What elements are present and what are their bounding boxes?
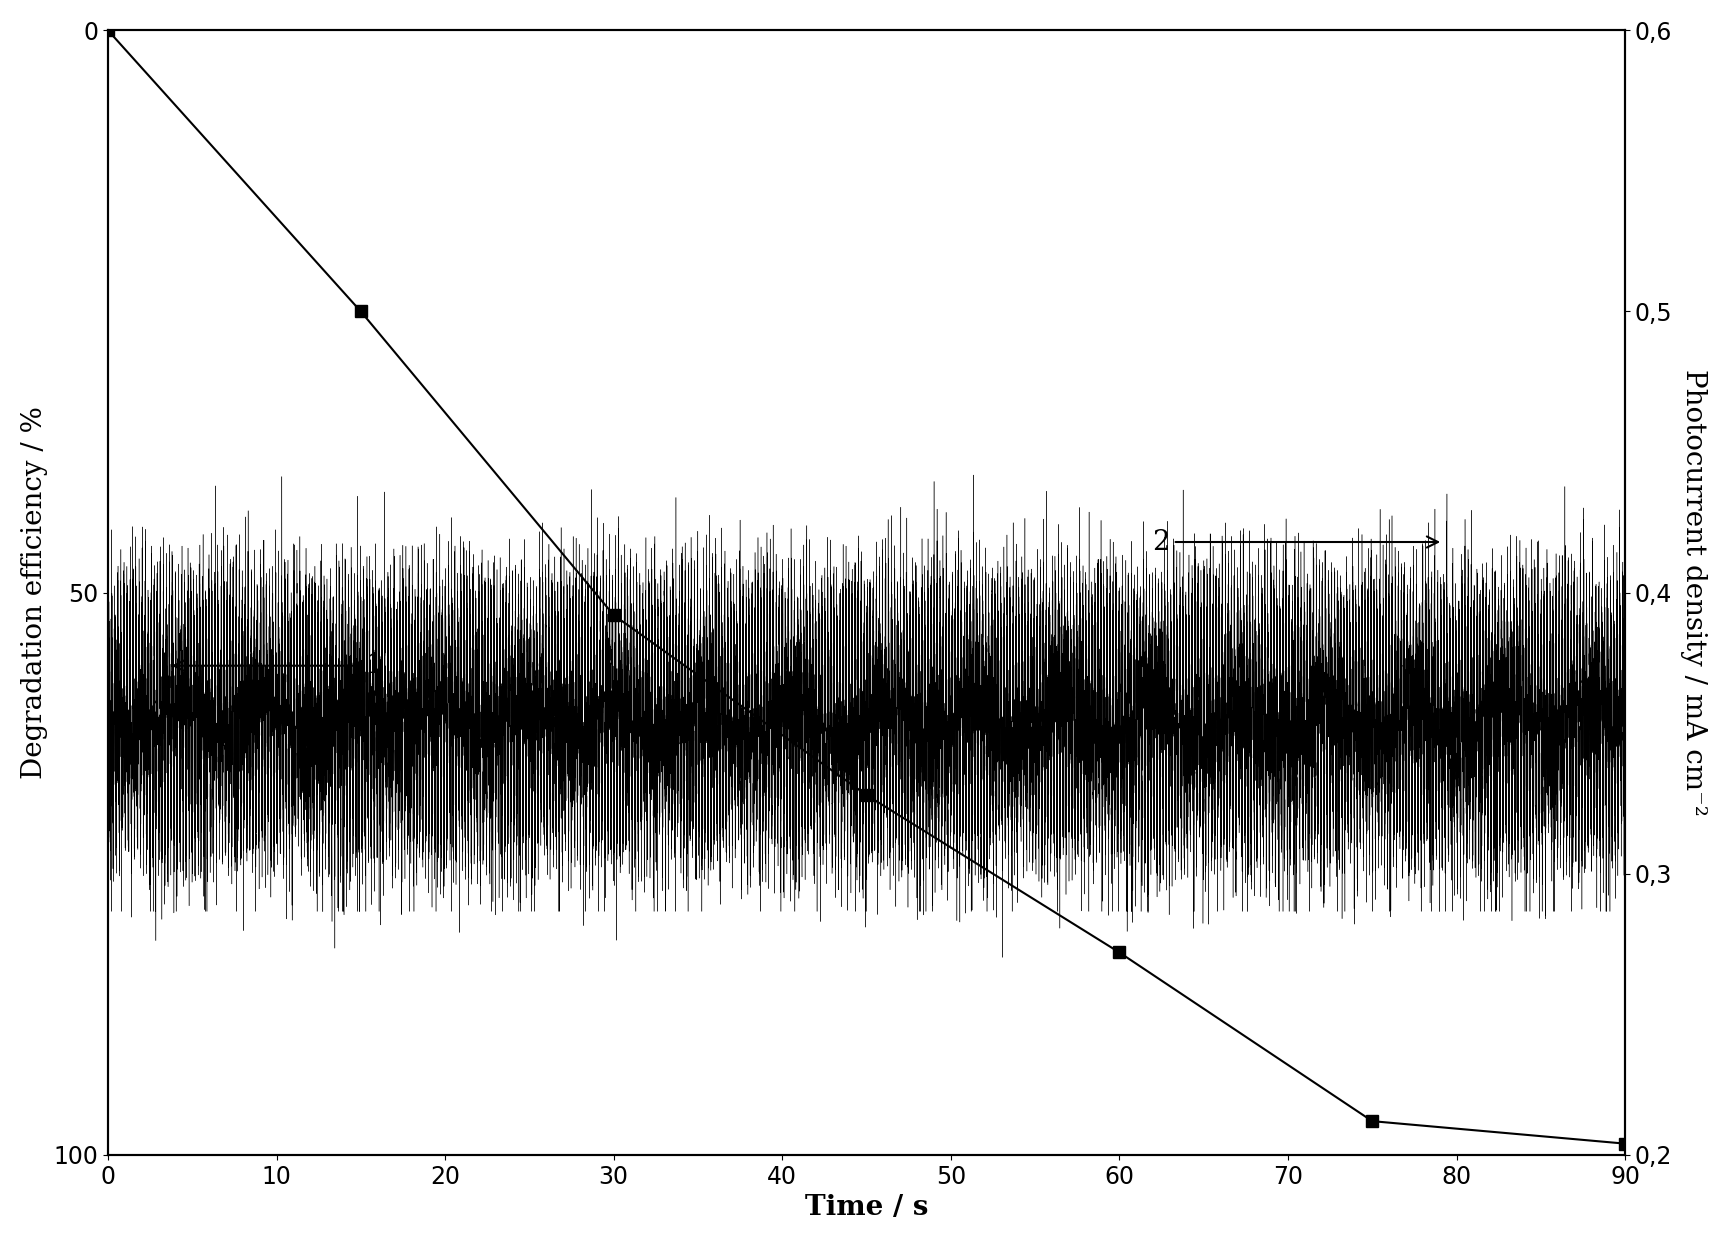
X-axis label: Time / s: Time / s bbox=[805, 1194, 928, 1221]
Y-axis label: Degradation efficiency / %: Degradation efficiency / % bbox=[21, 406, 48, 779]
Text: 1: 1 bbox=[175, 652, 384, 679]
Y-axis label: Photocurrent density / mA cm⁻²: Photocurrent density / mA cm⁻² bbox=[1680, 369, 1707, 816]
Text: 2: 2 bbox=[1153, 529, 1438, 555]
